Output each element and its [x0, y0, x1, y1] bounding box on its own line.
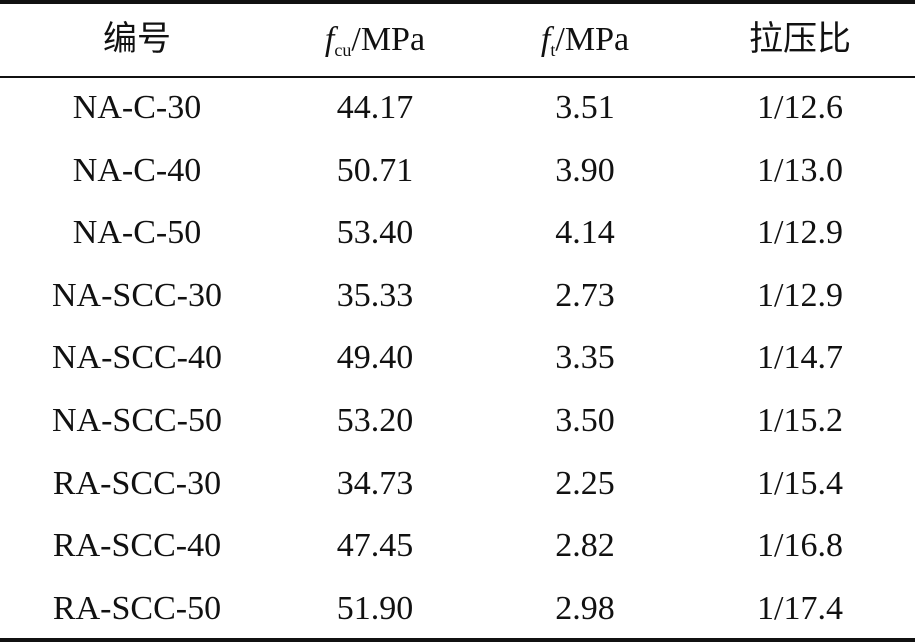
header-rule [0, 76, 915, 78]
table-cell: NA-C-30 [72, 89, 202, 126]
table-cell: 1/15.4 [757, 464, 843, 502]
table-cell: 2.98 [555, 589, 615, 627]
header-symbol: f [324, 21, 335, 58]
table-cell: 2.73 [555, 276, 615, 314]
table-cell: NA-C-40 [72, 151, 202, 189]
table-cell: 47.45 [336, 527, 414, 565]
header-cell: ft/MPa [465, 20, 705, 70]
table-cell: NA-SCC-50 [51, 402, 223, 439]
table-cell: 53.40 [336, 214, 414, 252]
header-text: 拉压比 [749, 21, 851, 58]
table-cell: RA-SCC-40 [52, 527, 222, 565]
table-cell: 1/15.2 [757, 402, 843, 439]
table-cell: 2.25 [555, 464, 615, 502]
table-cell: 1/14.7 [757, 339, 843, 377]
header-subscript: t [550, 40, 556, 60]
table-cell: 1/16.8 [757, 527, 843, 565]
header-cell: 编号 [17, 20, 257, 60]
table-cell: 34.73 [336, 464, 414, 502]
table-cell: 1/13.0 [757, 151, 843, 189]
header-cell: 拉压比 [680, 20, 915, 60]
table-cell: 3.51 [555, 89, 615, 126]
table-cell: 3.90 [555, 151, 615, 189]
table-cell: NA-C-50 [72, 214, 202, 252]
table-cell: 44.17 [336, 89, 414, 126]
header-subscript: cu [334, 40, 352, 60]
table-cell: 2.82 [555, 527, 615, 565]
table-cell: RA-SCC-30 [52, 464, 222, 502]
table-cell: 50.71 [336, 151, 414, 189]
table-cell: RA-SCC-50 [52, 589, 222, 627]
header-unit: /MPa [351, 21, 426, 58]
table-cell: 3.35 [555, 339, 615, 377]
header-text: 编号 [103, 21, 171, 58]
table-cell: 1/12.6 [757, 89, 843, 126]
table-cell: NA-SCC-30 [51, 276, 223, 314]
header-unit: /MPa [555, 21, 630, 58]
top-rule [0, 0, 915, 4]
table-cell: 51.90 [336, 589, 414, 627]
table-cell: NA-SCC-40 [51, 339, 223, 377]
table-cell: 1/12.9 [757, 276, 843, 314]
table-cell: 49.40 [336, 339, 414, 377]
table-cell: 1/17.4 [757, 589, 843, 627]
header-symbol: f [540, 21, 551, 58]
header-cell: fcu/MPa [255, 20, 495, 70]
bottom-rule [0, 638, 915, 642]
table-cell: 53.20 [336, 402, 414, 439]
table-cell: 3.50 [555, 402, 615, 439]
table-cell: 35.33 [336, 276, 414, 314]
table-cell: 4.14 [555, 214, 615, 252]
table-cell: 1/12.9 [757, 214, 843, 252]
